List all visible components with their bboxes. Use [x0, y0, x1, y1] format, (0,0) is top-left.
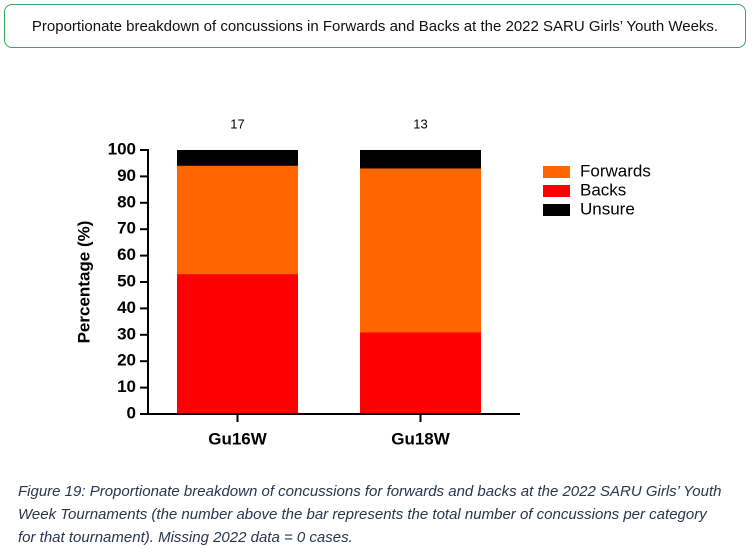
- legend-label: Unsure: [580, 199, 635, 218]
- bar-segment: [177, 150, 298, 166]
- y-tick-label: 20: [117, 351, 136, 370]
- y-tick-label: 80: [117, 192, 136, 211]
- y-tick-label: 50: [117, 271, 136, 290]
- legend-label: Forwards: [580, 161, 651, 180]
- bar-total: 17: [230, 116, 244, 131]
- y-tick-label: 90: [117, 166, 136, 185]
- bar-segment: [360, 150, 481, 169]
- x-tick-label: Gu18W: [391, 429, 451, 448]
- y-tick-label: 30: [117, 324, 136, 343]
- legend-swatch: [543, 204, 570, 216]
- y-tick-label: 60: [117, 245, 136, 264]
- y-tick-label: 0: [127, 403, 136, 422]
- legend-label: Backs: [580, 180, 626, 199]
- bar-segment: [177, 274, 298, 414]
- chart: Percentage (%) 0 10 20 30 40 50 60 70 80 90 100 17 G…: [74, 116, 651, 448]
- y-axis-label: Percentage (%): [74, 221, 93, 344]
- y-tick-label: 10: [117, 377, 136, 396]
- bar-segment: [360, 332, 481, 414]
- legend-swatch: [543, 166, 570, 178]
- y-tick-label: 70: [117, 219, 136, 238]
- caption: Figure 19: Proportionate breakdown of co…: [18, 483, 722, 546]
- bar-segment: [177, 165, 298, 275]
- x-tick-label: Gu16W: [208, 429, 268, 448]
- bar-segment: [360, 168, 481, 333]
- y-tick-label: 100: [108, 139, 136, 158]
- bar-total: 13: [413, 116, 427, 131]
- y-tick-label: 40: [117, 298, 136, 317]
- legend-swatch: [543, 185, 570, 197]
- header-title: Proportionate breakdown of concussions i…: [4, 4, 746, 48]
